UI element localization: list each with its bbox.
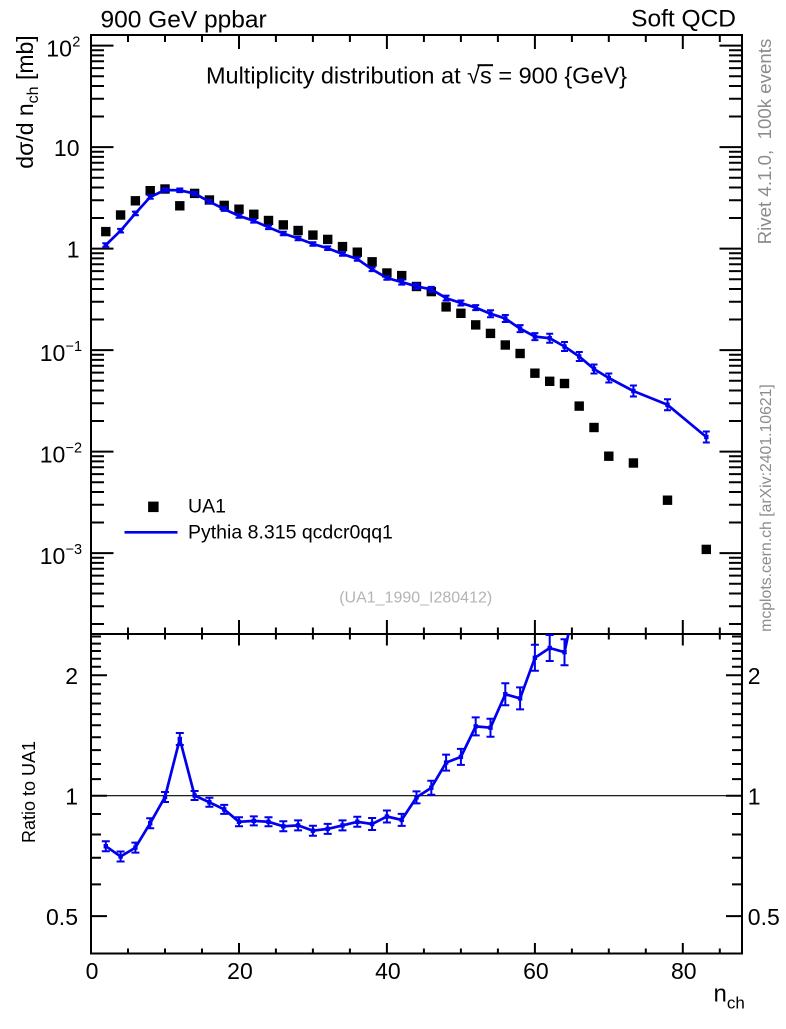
svg-text:900 GeV ppbar: 900 GeV ppbar: [101, 7, 267, 34]
svg-text:−1: −1: [66, 339, 83, 355]
svg-text:10: 10: [54, 135, 80, 161]
svg-text:10: 10: [40, 340, 66, 366]
svg-text:−3: −3: [66, 542, 83, 558]
svg-text:Rivet 4.1.0, 100k events: Rivet 4.1.0, 100k events: [754, 39, 775, 245]
svg-text:2: 2: [65, 663, 78, 689]
svg-text:0.5: 0.5: [46, 904, 78, 930]
svg-text:80: 80: [671, 958, 697, 984]
svg-text:10: 10: [40, 442, 66, 468]
svg-text:Ratio to UA1: Ratio to UA1: [19, 741, 39, 843]
svg-text:1: 1: [67, 236, 80, 262]
svg-text:2: 2: [72, 34, 80, 50]
svg-text:1: 1: [65, 783, 78, 809]
svg-text:2: 2: [748, 663, 761, 689]
svg-text:mcplots.cern.ch [arXiv:2401.10: mcplots.cern.ch [arXiv:2401.10621]: [758, 384, 775, 632]
svg-text:0.5: 0.5: [748, 904, 780, 930]
svg-text:(UA1_1990_I280412): (UA1_1990_I280412): [339, 590, 492, 607]
svg-text:Multiplicity distribution at √: Multiplicity distribution at √s = 900 {G…: [206, 63, 627, 89]
svg-text:Soft QCD: Soft QCD: [631, 6, 736, 33]
svg-text:60: 60: [523, 958, 549, 984]
svg-text:40: 40: [375, 958, 401, 984]
svg-text:10: 10: [40, 543, 66, 569]
svg-text:0: 0: [86, 958, 99, 984]
svg-text:UA1: UA1: [188, 495, 226, 517]
svg-text:10: 10: [46, 36, 72, 62]
svg-text:20: 20: [227, 958, 253, 984]
svg-text:1: 1: [748, 783, 761, 809]
svg-text:−2: −2: [66, 440, 83, 456]
svg-text:Pythia 8.315 qcdcr0qq1: Pythia 8.315 qcdcr0qq1: [188, 522, 393, 544]
